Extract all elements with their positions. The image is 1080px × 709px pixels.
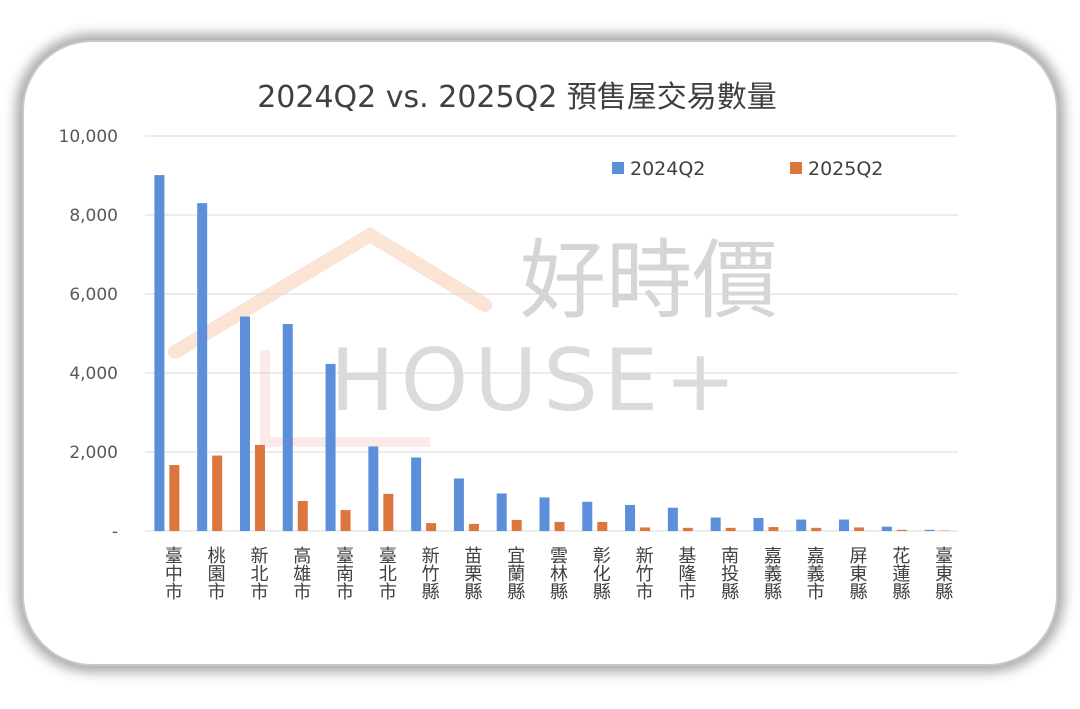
x-category-label: 彰化縣 <box>590 546 611 600</box>
x-category-label: 臺東縣 <box>932 546 953 600</box>
bar-2024Q2-臺東縣 <box>924 529 935 531</box>
x-category-label: 雲林縣 <box>547 546 568 600</box>
bar-2024Q2-臺南市 <box>325 363 336 531</box>
bar-2024Q2-苗栗縣 <box>453 478 464 531</box>
bar-2024Q2-花蓮縣 <box>881 526 892 531</box>
bar-2025Q2-臺南市 <box>340 510 351 531</box>
y-tick-label: 8,000 <box>69 206 118 226</box>
bar-2024Q2-桃園市 <box>197 203 208 531</box>
bar-2024Q2-臺中市 <box>154 175 165 532</box>
y-tick-label: 6,000 <box>69 285 118 305</box>
bar-2025Q2-新竹市 <box>640 527 651 531</box>
bar-2025Q2-花蓮縣 <box>896 529 907 531</box>
bar-2025Q2-嘉義市 <box>811 527 822 531</box>
x-category-label: 臺南市 <box>333 546 354 600</box>
x-category-label: 嘉義縣 <box>761 546 782 600</box>
bar-2025Q2-高雄市 <box>297 500 308 531</box>
x-category-label: 新竹縣 <box>419 546 440 600</box>
bar-2025Q2-苗栗縣 <box>468 523 479 531</box>
bar-2024Q2-嘉義縣 <box>753 517 764 531</box>
x-category-label: 臺北市 <box>376 546 397 600</box>
bar-2024Q2-基隆市 <box>667 507 678 531</box>
bar-2024Q2-嘉義市 <box>796 519 807 531</box>
bar-2024Q2-高雄市 <box>282 324 293 531</box>
bar-2024Q2-屏東縣 <box>839 519 850 531</box>
bar-2025Q2-新竹縣 <box>426 523 437 531</box>
x-category-label: 臺中市 <box>162 546 183 600</box>
bar-2025Q2-嘉義縣 <box>768 527 779 531</box>
bar-2024Q2-新北市 <box>239 316 250 531</box>
y-tick-label: 10,000 <box>59 127 118 147</box>
x-category-label: 屏東縣 <box>847 546 868 600</box>
x-category-label: 宜蘭縣 <box>504 546 525 600</box>
bar-2025Q2-臺中市 <box>169 465 180 531</box>
bar-2024Q2-新竹市 <box>625 504 636 531</box>
bar-2025Q2-基隆市 <box>682 527 693 531</box>
bar-2025Q2-雲林縣 <box>554 521 565 531</box>
x-category-label: 嘉義市 <box>804 546 825 600</box>
x-category-label: 苗栗縣 <box>461 546 482 600</box>
bar-2025Q2-新北市 <box>254 444 265 531</box>
x-category-label: 基隆市 <box>675 546 696 600</box>
legend-swatch <box>790 162 802 174</box>
bar-2025Q2-宜蘭縣 <box>511 519 522 531</box>
legend-label: 2024Q2 <box>630 158 705 180</box>
bar-2025Q2-桃園市 <box>212 455 223 531</box>
bar-2025Q2-彰化縣 <box>597 521 608 531</box>
x-category-label: 花蓮縣 <box>889 546 910 600</box>
y-tick-label: 2,000 <box>69 443 118 463</box>
y-tick-label: 4,000 <box>69 364 118 384</box>
watermark-brand-cn: 好時價 <box>520 231 778 331</box>
legend-label: 2025Q2 <box>808 158 883 180</box>
bar-2024Q2-南投縣 <box>710 517 721 531</box>
bar-2024Q2-彰化縣 <box>582 501 593 531</box>
legend-swatch <box>612 162 624 174</box>
bar-2024Q2-雲林縣 <box>539 497 550 531</box>
y-tick-label: - <box>112 522 118 542</box>
watermark-brand-en: HOUSE+ <box>330 331 742 431</box>
bar-2024Q2-宜蘭縣 <box>496 493 507 531</box>
chart-card <box>22 40 1058 666</box>
bar-2024Q2-臺北市 <box>368 446 379 531</box>
chart-title: 2024Q2 vs. 2025Q2 預售屋交易數量 <box>257 80 777 115</box>
bar-2025Q2-南投縣 <box>725 527 736 531</box>
x-category-label: 新北市 <box>247 546 268 600</box>
bar-2025Q2-屏東縣 <box>854 527 865 531</box>
x-category-label: 南投縣 <box>718 546 739 600</box>
x-category-label: 桃園市 <box>205 546 226 600</box>
x-category-label: 新竹市 <box>633 546 654 600</box>
watermark-logo: 好時價 HOUSE+ <box>168 226 778 447</box>
bar-2025Q2-臺北市 <box>383 493 394 531</box>
x-category-label: 高雄市 <box>290 546 311 600</box>
bar-2024Q2-新竹縣 <box>411 457 422 531</box>
